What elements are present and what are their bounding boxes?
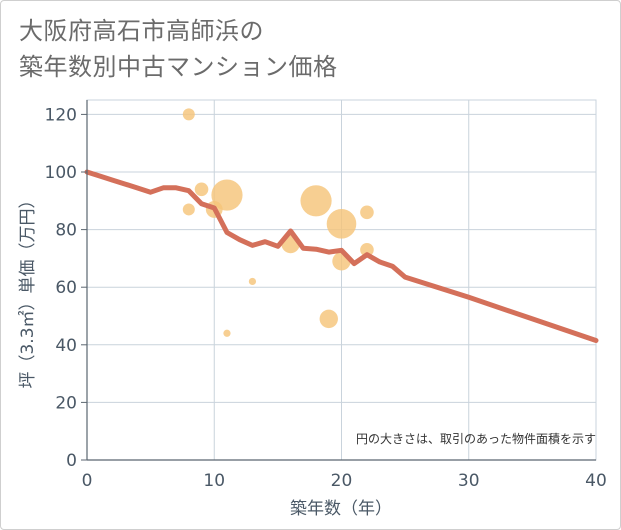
x-tick-label-30: 30 (458, 471, 480, 491)
y-tick-label-120: 120 (45, 105, 77, 125)
y-axis-title: 坪（3.3㎡）単価（万円） (18, 191, 38, 388)
axes: 0 10 20 30 40 0 20 40 60 80 100 120 (45, 100, 607, 491)
x-tick-label-20: 20 (331, 471, 353, 491)
x-tick-label-0: 0 (82, 471, 93, 491)
trend-line (84, 169, 599, 343)
bubble-series (182, 108, 374, 337)
y-tick-label-0: 0 (66, 451, 77, 471)
y-tick-label-80: 80 (55, 221, 77, 241)
bubble-6 (248, 277, 257, 286)
bubble-0 (182, 108, 195, 121)
y-tick-label-40: 40 (55, 336, 77, 356)
x-axis-title: 築年数（年） (290, 499, 392, 519)
bubble-9 (319, 309, 338, 329)
trend-line-series (84, 169, 599, 343)
bubble-2 (194, 182, 209, 197)
x-tick-label-10: 10 (203, 471, 225, 491)
y-tick-label-100: 100 (45, 163, 77, 183)
bubble-10 (326, 209, 357, 239)
y-tick-label-60: 60 (55, 278, 77, 298)
bubble-1 (182, 203, 195, 216)
chart-title-line-2: 築年数別中古マンション価格 (19, 53, 338, 81)
bubble-8 (300, 185, 332, 217)
x-tick-label-40: 40 (585, 471, 607, 491)
size-legend-note: 円の大きさは、取引のあった物件面積を示す (356, 431, 596, 446)
bubble-4 (211, 179, 243, 211)
y-tick-label-20: 20 (55, 393, 77, 413)
grid-lines (86, 99, 597, 461)
chart-title-line-1: 大阪府高石市高師浜の (19, 17, 264, 45)
chart-title: 大阪府高石市高師浜の 築年数別中古マンション価格 (19, 13, 338, 85)
bubble-12 (360, 205, 374, 220)
bubble-5 (223, 329, 231, 337)
bubble-13 (360, 242, 374, 257)
